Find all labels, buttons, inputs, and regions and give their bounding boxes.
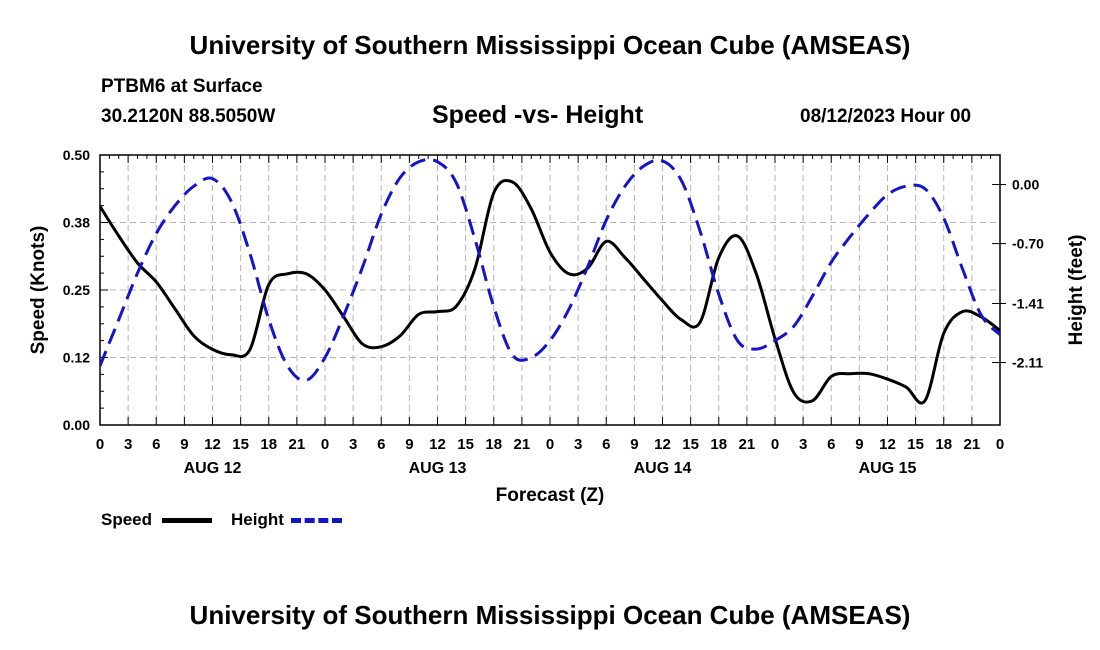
- x-tick-label: 0: [321, 436, 329, 453]
- y-left-tick-label: 0.00: [63, 417, 90, 433]
- x-tick-label: 9: [855, 436, 863, 453]
- x-tick-label: 0: [546, 436, 554, 453]
- x-tick-label: 18: [935, 436, 952, 453]
- x-tick-label: 21: [289, 436, 306, 453]
- y-right-tick-label: -2.11: [1012, 355, 1043, 371]
- x-tick-label: 18: [485, 436, 502, 453]
- x-day-label: AUG 15: [859, 460, 917, 477]
- x-tick-label: 6: [827, 436, 835, 453]
- y-right-tick-label: -0.70: [1012, 236, 1044, 252]
- x-day-label: AUG 14: [634, 460, 692, 477]
- y-right-axis-label: Height (feet): [1066, 235, 1087, 346]
- series-line-height: [100, 157, 1000, 382]
- forecast-datetime: 08/12/2023 Hour 00: [800, 106, 972, 127]
- x-tick-label: 0: [771, 436, 779, 453]
- legend-speed-label: Speed: [101, 510, 153, 529]
- x-tick-label: 6: [377, 436, 385, 453]
- x-axis-label: Forecast (Z): [496, 485, 605, 506]
- x-tick-label: 21: [514, 436, 531, 453]
- y-left-tick-label: 0.38: [63, 215, 90, 231]
- x-tick-label: 12: [654, 436, 671, 453]
- x-day-label: AUG 12: [184, 460, 242, 477]
- series-line-speed: [100, 178, 1000, 405]
- legend-height-label: Height: [231, 510, 284, 529]
- x-tick-label: 12: [879, 436, 896, 453]
- x-tick-label: 12: [429, 436, 446, 453]
- x-tick-label: 15: [457, 436, 474, 453]
- plot-frame: [99, 154, 1001, 426]
- x-tick-label: 15: [682, 436, 699, 453]
- legend-speed-swatch: [162, 518, 212, 523]
- station-label: PTBM6 at Surface: [101, 76, 263, 97]
- station-coords: 30.2120N 88.5050W: [101, 106, 276, 127]
- x-tick-label: 3: [799, 436, 807, 453]
- x-tick-label: 21: [964, 436, 981, 453]
- y-left-tick-label: 0.25: [63, 282, 90, 298]
- x-tick-label: 9: [630, 436, 638, 453]
- y-right-tick-label: 0.00: [1012, 177, 1039, 193]
- y-left-tick-label: 0.12: [63, 350, 90, 366]
- x-tick-label: 15: [232, 436, 249, 453]
- x-day-label: AUG 13: [409, 460, 467, 477]
- y-right-tick-label: -1.41: [1012, 296, 1044, 312]
- chart-subtitle: Speed -vs- Height: [432, 101, 644, 129]
- legend-height-swatch: [291, 518, 342, 523]
- x-tick-label: 15: [907, 436, 924, 453]
- chart-title: University of Southern Mississippi Ocean…: [189, 30, 911, 60]
- x-tick-label: 0: [996, 436, 1004, 453]
- y-left-tick-label: 0.50: [63, 147, 90, 163]
- x-tick-label: 9: [180, 436, 188, 453]
- x-tick-label: 12: [204, 436, 221, 453]
- x-tick-label: 6: [152, 436, 160, 453]
- x-tick-label: 3: [574, 436, 582, 453]
- x-tick-label: 0: [96, 436, 104, 453]
- x-tick-label: 21: [739, 436, 756, 453]
- x-tick-label: 6: [602, 436, 610, 453]
- x-tick-label: 3: [124, 436, 132, 453]
- y-left-axis-label: Speed (Knots): [28, 226, 49, 355]
- x-tick-label: 18: [260, 436, 277, 453]
- x-tick-label: 9: [405, 436, 413, 453]
- x-tick-label: 3: [349, 436, 357, 453]
- chart-title-bottom: University of Southern Mississippi Ocean…: [189, 600, 911, 630]
- x-tick-label: 18: [710, 436, 727, 453]
